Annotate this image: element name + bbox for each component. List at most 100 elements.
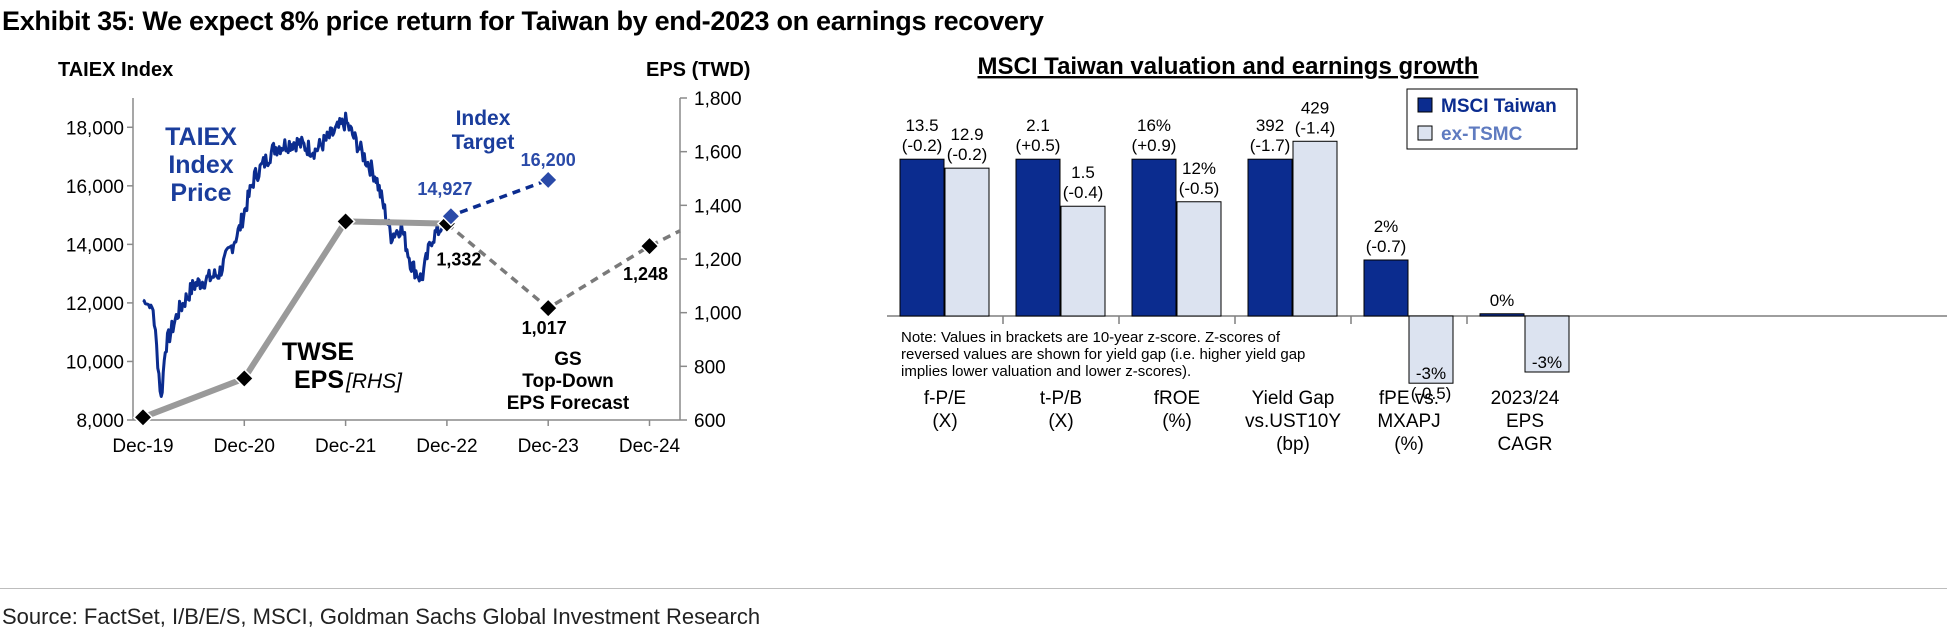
x-tick-label: Dec-22: [416, 436, 477, 457]
msci-taiwan-bar: [1131, 158, 1177, 317]
msci-taiwan-value-label: 16%: [1137, 116, 1171, 135]
x-tick-label: Dec-20: [214, 436, 275, 457]
left-axis-title: TAIEX Index: [58, 59, 173, 81]
category-label: Yield Gap: [1252, 388, 1335, 409]
index-current-marker: [440, 206, 461, 227]
msci-taiwan-bar: [899, 158, 945, 317]
category-label: (bp): [1276, 434, 1310, 455]
ex-tsmc-bar: [1060, 205, 1106, 317]
bar-chart-title: MSCI Taiwan valuation and earnings growt…: [978, 53, 1479, 80]
index-price-annotation: TAIEX: [165, 123, 237, 151]
legend-swatch-ex-tsmc: [1417, 125, 1433, 141]
x-tick-label: Dec-23: [518, 436, 579, 457]
ex-tsmc-value-label: 12.9: [950, 125, 983, 144]
eps-forecast-line: [445, 222, 681, 311]
source-note: Source: FactSet, I/B/E/S, MSCI, Goldman …: [2, 604, 761, 629]
eps-current-value-label: 1,332: [436, 250, 481, 270]
ex-tsmc-value-label: 12%: [1182, 159, 1216, 178]
eps-actual-line: [141, 218, 447, 421]
ex-tsmc-value-label: 1.5: [1071, 163, 1095, 182]
msci-taiwan-bar: [1015, 158, 1061, 317]
index-target-annotation: Target: [452, 131, 515, 154]
z-score-note: implies lower valuation and lower z-scor…: [901, 363, 1191, 380]
legend-label-ex-tsmc: ex-TSMC: [1441, 124, 1523, 145]
category-label: (%): [1394, 434, 1424, 455]
ex-tsmc-bar: [944, 167, 990, 317]
left-tick-label: 16,000: [66, 177, 124, 198]
x-tick-label: Dec-21: [315, 436, 376, 457]
index-target-value-label: 16,200: [521, 150, 576, 170]
z-score-note: Note: Values in brackets are 10-year z-s…: [901, 329, 1281, 346]
msci-taiwan-value-label: 13.5: [905, 116, 938, 135]
msci-taiwan-value-label: 2%: [1374, 217, 1399, 236]
index-target-marker: [538, 169, 559, 191]
msci-taiwan-bar-chart: MSCI Taiwan valuation and earnings growt…: [887, 53, 1947, 455]
exhibit-title: Exhibit 35: We expect 8% price return fo…: [2, 6, 1044, 36]
index-price-annotation: Price: [170, 179, 231, 207]
msci-taiwan-value-label: 0%: [1490, 291, 1515, 310]
ex-tsmc-value-label: (-0.2): [947, 145, 988, 164]
taiex-eps-chart: TAIEX Index EPS (TWD) 8,000 10,000 12,000 14,…: [58, 59, 750, 457]
category-label: fPE vs.: [1379, 388, 1439, 409]
ex-tsmc-bar: [1408, 315, 1454, 384]
eps-point-marker: [234, 368, 255, 389]
eps-series-annotation: EPS: [294, 366, 344, 394]
eps-2023-value-label: 1,017: [522, 318, 567, 338]
category-label: 2023/24: [1491, 388, 1560, 409]
category-label: (X): [932, 411, 957, 432]
source-divider: [0, 588, 1947, 589]
category-label: vs.UST10Y: [1245, 411, 1341, 432]
eps-point-marker: [335, 211, 356, 232]
left-tick-label: 10,000: [66, 352, 124, 373]
eps-forecast-marker: [538, 298, 559, 319]
left-tick-label: 18,000: [66, 118, 124, 139]
left-tick-label: 12,000: [66, 294, 124, 315]
category-label: f-P/E: [924, 388, 966, 409]
legend-label-msci-taiwan: MSCI Taiwan: [1441, 96, 1557, 117]
forecast-annotation: EPS Forecast: [507, 393, 630, 414]
msci-taiwan-value-label: (-1.7): [1250, 136, 1291, 155]
right-tick-label: 1,200: [694, 250, 742, 271]
eps-series-annotation: TWSE: [282, 338, 354, 366]
eps-rhs-annotation: [RHS]: [345, 370, 403, 393]
forecast-annotation: Top-Down: [522, 371, 613, 392]
ex-tsmc-value-label: (-0.5): [1411, 384, 1452, 403]
msci-taiwan-value-label: 392: [1256, 116, 1284, 135]
legend-swatch-msci-taiwan: [1417, 97, 1433, 113]
ex-tsmc-value-label: -3%: [1416, 364, 1446, 383]
eps-point-marker: [132, 407, 154, 428]
ex-tsmc-value-label: (-1.4): [1295, 118, 1336, 137]
right-tick-label: 600: [694, 411, 726, 432]
index-target-line: [446, 178, 549, 219]
right-tick-label: 1,400: [694, 196, 742, 217]
eps-2024-value-label: 1,248: [623, 264, 668, 284]
index-target-annotation: Index: [456, 107, 511, 130]
right-tick-label: 1,800: [694, 89, 742, 110]
exhibit-charts: TAIEX Index EPS (TWD) 8,000 10,000 12,000 14,…: [58, 53, 1947, 457]
ex-tsmc-value-label: -3%: [1532, 353, 1562, 372]
ex-tsmc-bar: [1176, 201, 1222, 317]
right-tick-label: 1,600: [694, 143, 742, 164]
taiex-index-line: [142, 111, 448, 398]
msci-taiwan-bar: [1479, 313, 1525, 317]
msci-taiwan-bar: [1363, 259, 1409, 317]
eps-forecast-marker: [639, 236, 660, 257]
category-label: (%): [1162, 411, 1192, 432]
right-axis-title: EPS (TWD): [646, 59, 750, 81]
msci-taiwan-value-label: (+0.5): [1016, 136, 1061, 155]
index-current-value-label: 14,927: [417, 179, 472, 199]
right-tick-label: 800: [694, 357, 726, 378]
category-label: MXAPJ: [1377, 411, 1440, 432]
category-label: t-P/B: [1040, 388, 1082, 409]
right-tick-label: 1,000: [694, 304, 742, 325]
left-tick-label: 14,000: [66, 235, 124, 256]
msci-taiwan-value-label: (+0.9): [1132, 136, 1177, 155]
x-tick-label: Dec-19: [112, 436, 173, 457]
index-price-annotation: Index: [168, 151, 233, 179]
category-label: CAGR: [1498, 434, 1553, 455]
msci-taiwan-bar: [1247, 158, 1293, 317]
legend-box: [1406, 88, 1578, 150]
ex-tsmc-bar: [1524, 315, 1570, 373]
ex-tsmc-value-label: (-0.4): [1063, 183, 1104, 202]
left-tick-label: 8,000: [76, 411, 124, 432]
